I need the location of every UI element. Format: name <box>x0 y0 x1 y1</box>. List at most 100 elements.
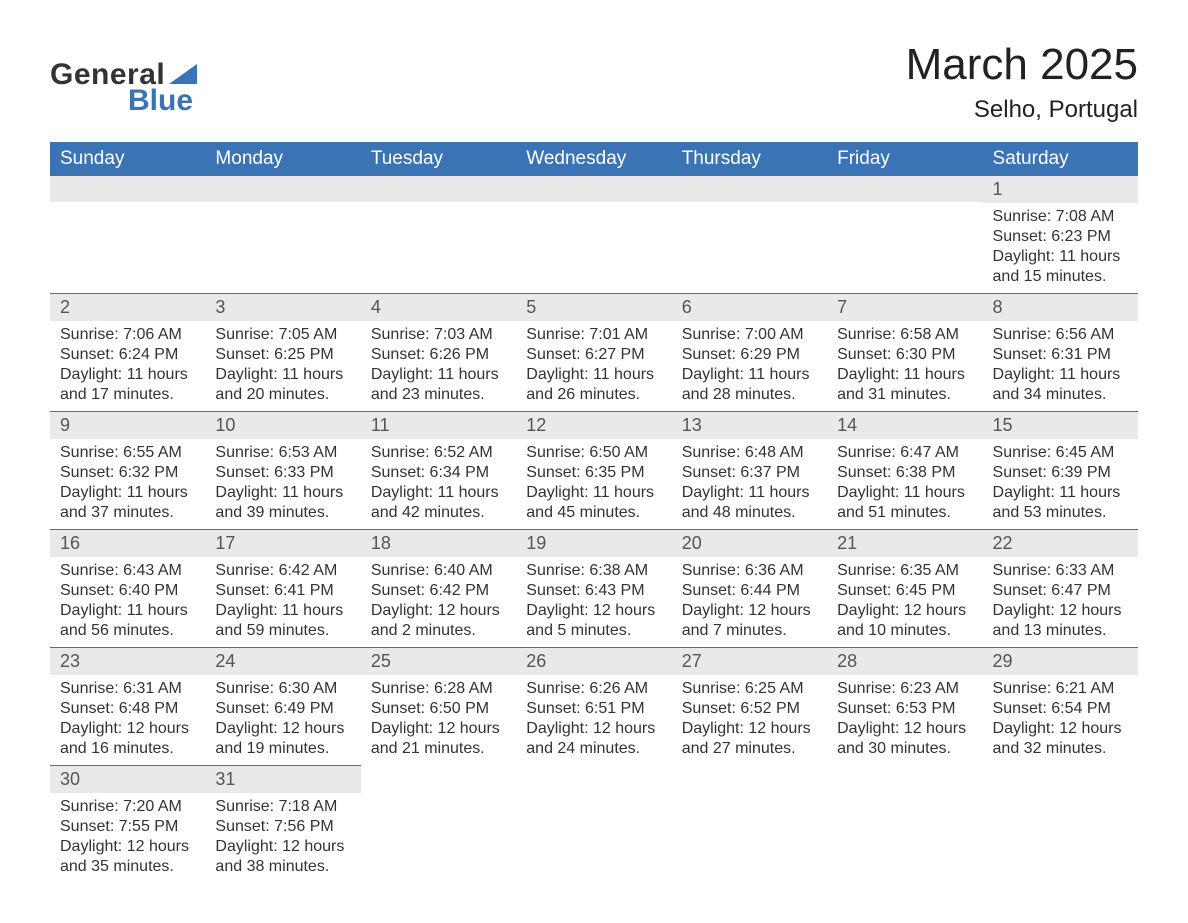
sunrise-line: Sunrise: 6:21 AM <box>993 679 1128 699</box>
day-number: 4 <box>361 294 516 321</box>
sunset-line: Sunset: 6:54 PM <box>993 699 1128 719</box>
sunset-line: Sunset: 7:55 PM <box>60 817 195 837</box>
sunset-line: Sunset: 7:56 PM <box>215 817 350 837</box>
daylight-line: Daylight: 11 hours and 59 minutes. <box>215 601 350 641</box>
calendar-cell: 31Sunrise: 7:18 AMSunset: 7:56 PMDayligh… <box>205 766 360 884</box>
calendar-cell: 28Sunrise: 6:23 AMSunset: 6:53 PMDayligh… <box>827 648 982 766</box>
day-body: Sunrise: 7:06 AMSunset: 6:24 PMDaylight:… <box>50 321 205 411</box>
day-body: Sunrise: 6:58 AMSunset: 6:30 PMDaylight:… <box>827 321 982 411</box>
sunrise-line: Sunrise: 6:52 AM <box>371 443 506 463</box>
day-body: Sunrise: 6:45 AMSunset: 6:39 PMDaylight:… <box>983 439 1138 529</box>
empty-day <box>50 176 205 202</box>
calendar-cell: 23Sunrise: 6:31 AMSunset: 6:48 PMDayligh… <box>50 648 205 766</box>
day-number: 11 <box>361 412 516 439</box>
daylight-line: Daylight: 11 hours and 42 minutes. <box>371 483 506 523</box>
empty-day <box>672 766 827 772</box>
sunrise-line: Sunrise: 7:01 AM <box>526 325 661 345</box>
daylight-line: Daylight: 11 hours and 56 minutes. <box>60 601 195 641</box>
weekday-header-row: Sunday Monday Tuesday Wednesday Thursday… <box>50 142 1138 176</box>
sunrise-line: Sunrise: 6:35 AM <box>837 561 972 581</box>
daylight-line: Daylight: 11 hours and 17 minutes. <box>60 365 195 405</box>
weekday-header: Friday <box>827 142 982 176</box>
sunset-line: Sunset: 6:47 PM <box>993 581 1128 601</box>
sunrise-line: Sunrise: 6:42 AM <box>215 561 350 581</box>
day-body: Sunrise: 6:28 AMSunset: 6:50 PMDaylight:… <box>361 675 516 765</box>
day-number: 18 <box>361 530 516 557</box>
day-number: 16 <box>50 530 205 557</box>
sunrise-line: Sunrise: 6:48 AM <box>682 443 817 463</box>
daylight-line: Daylight: 12 hours and 24 minutes. <box>526 719 661 759</box>
calendar-cell: 9Sunrise: 6:55 AMSunset: 6:32 PMDaylight… <box>50 412 205 530</box>
day-number: 3 <box>205 294 360 321</box>
calendar-cell: 12Sunrise: 6:50 AMSunset: 6:35 PMDayligh… <box>516 412 671 530</box>
sunset-line: Sunset: 6:33 PM <box>215 463 350 483</box>
empty-day <box>361 176 516 202</box>
daylight-line: Daylight: 11 hours and 48 minutes. <box>682 483 817 523</box>
day-number: 29 <box>983 648 1138 675</box>
calendar-cell: 11 Sunrise: 6:52 AMSunset: 6:34 PMDayligh… <box>361 412 516 530</box>
day-number: 21 <box>827 530 982 557</box>
sunrise-line: Sunrise: 6:33 AM <box>993 561 1128 581</box>
daylight-line: Daylight: 12 hours and 21 minutes. <box>371 719 506 759</box>
sunset-line: Sunset: 6:25 PM <box>215 345 350 365</box>
daylight-line: Daylight: 11 hours and 34 minutes. <box>993 365 1128 405</box>
empty-day <box>983 766 1138 772</box>
daylight-line: Daylight: 12 hours and 35 minutes. <box>60 837 195 877</box>
day-body: Sunrise: 7:20 AMSunset: 7:55 PMDaylight:… <box>50 793 205 883</box>
day-body: Sunrise: 6:40 AMSunset: 6:42 PMDaylight:… <box>361 557 516 647</box>
empty-day <box>205 176 360 202</box>
sunrise-line: Sunrise: 6:38 AM <box>526 561 661 581</box>
sunrise-line: Sunrise: 6:45 AM <box>993 443 1128 463</box>
calendar-cell: 3Sunrise: 7:05 AMSunset: 6:25 PMDaylight… <box>205 294 360 412</box>
sunrise-line: Sunrise: 6:55 AM <box>60 443 195 463</box>
day-number: 2 <box>50 294 205 321</box>
day-number: 30 <box>50 766 205 793</box>
daylight-line: Daylight: 11 hours and 53 minutes. <box>993 483 1128 523</box>
day-body: Sunrise: 7:00 AMSunset: 6:29 PMDaylight:… <box>672 321 827 411</box>
day-body: Sunrise: 6:31 AMSunset: 6:48 PMDaylight:… <box>50 675 205 765</box>
day-body: Sunrise: 6:43 AMSunset: 6:40 PMDaylight:… <box>50 557 205 647</box>
calendar-cell: 15Sunrise: 6:45 AMSunset: 6:39 PMDayligh… <box>983 412 1138 530</box>
sunrise-line: Sunrise: 7:08 AM <box>993 207 1128 227</box>
calendar-cell: 16Sunrise: 6:43 AMSunset: 6:40 PMDayligh… <box>50 530 205 648</box>
sunset-line: Sunset: 6:26 PM <box>371 345 506 365</box>
day-body: Sunrise: 6:35 AMSunset: 6:45 PMDaylight:… <box>827 557 982 647</box>
day-number: 12 <box>516 412 671 439</box>
sunset-line: Sunset: 6:41 PM <box>215 581 350 601</box>
calendar-cell <box>827 176 982 294</box>
daylight-line: Daylight: 11 hours and 37 minutes. <box>60 483 195 523</box>
day-body: Sunrise: 6:21 AMSunset: 6:54 PMDaylight:… <box>983 675 1138 765</box>
daylight-line: Daylight: 12 hours and 16 minutes. <box>60 719 195 759</box>
daylight-line: Daylight: 11 hours and 20 minutes. <box>215 365 350 405</box>
sunrise-line: Sunrise: 6:30 AM <box>215 679 350 699</box>
day-body: Sunrise: 6:30 AMSunset: 6:49 PMDaylight:… <box>205 675 360 765</box>
daylight-line: Daylight: 12 hours and 7 minutes. <box>682 601 817 641</box>
calendar-cell <box>50 176 205 294</box>
sunset-line: Sunset: 6:44 PM <box>682 581 817 601</box>
day-body: Sunrise: 6:26 AMSunset: 6:51 PMDaylight:… <box>516 675 671 765</box>
sunrise-line: Sunrise: 6:53 AM <box>215 443 350 463</box>
sunrise-line: Sunrise: 6:43 AM <box>60 561 195 581</box>
calendar-cell: 8Sunrise: 6:56 AMSunset: 6:31 PMDaylight… <box>983 294 1138 412</box>
daylight-line: Daylight: 12 hours and 19 minutes. <box>215 719 350 759</box>
page-title: March 2025 <box>906 40 1138 90</box>
sunrise-line: Sunrise: 6:58 AM <box>837 325 972 345</box>
calendar-cell: 2Sunrise: 7:06 AMSunset: 6:24 PMDaylight… <box>50 294 205 412</box>
calendar-cell <box>672 176 827 294</box>
calendar-cell: 21Sunrise: 6:35 AMSunset: 6:45 PMDayligh… <box>827 530 982 648</box>
day-body: Sunrise: 6:53 AMSunset: 6:33 PMDaylight:… <box>205 439 360 529</box>
calendar-cell: 1Sunrise: 7:08 AMSunset: 6:23 PMDaylight… <box>983 176 1138 294</box>
sunrise-line: Sunrise: 6:25 AM <box>682 679 817 699</box>
sunset-line: Sunset: 6:30 PM <box>837 345 972 365</box>
sunrise-line: Sunrise: 6:36 AM <box>682 561 817 581</box>
sunset-line: Sunset: 6:27 PM <box>526 345 661 365</box>
weekday-header: Sunday <box>50 142 205 176</box>
empty-day <box>827 176 982 202</box>
calendar-cell <box>983 766 1138 884</box>
sunset-line: Sunset: 6:34 PM <box>371 463 506 483</box>
sunset-line: Sunset: 6:23 PM <box>993 227 1128 247</box>
weekday-header: Tuesday <box>361 142 516 176</box>
sunrise-line: Sunrise: 7:20 AM <box>60 797 195 817</box>
daylight-line: Daylight: 12 hours and 27 minutes. <box>682 719 817 759</box>
sunset-line: Sunset: 6:49 PM <box>215 699 350 719</box>
